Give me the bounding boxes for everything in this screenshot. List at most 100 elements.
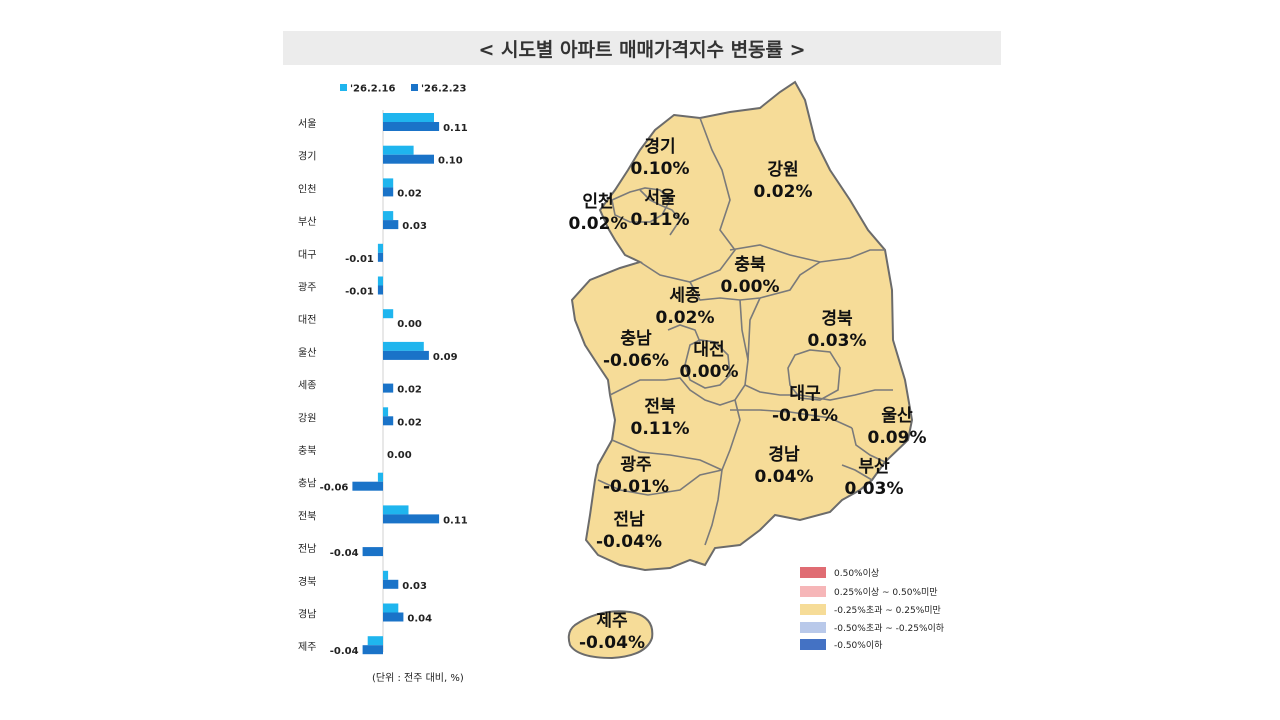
region-name: 경기 (644, 137, 675, 157)
category-label: 경기 (298, 150, 316, 163)
region-name: 광주 (620, 455, 652, 475)
legend-item: -0.50%초과 ~ -0.25%이하 (800, 621, 945, 634)
legend-swatch (800, 566, 826, 578)
region-value: 0.02% (656, 308, 715, 328)
chart-title: < 시도별 아파트 매매가격지수 변동률 > (283, 31, 1001, 65)
bar (383, 211, 394, 221)
category-label: 경북 (298, 575, 316, 588)
region-value: 0.10% (631, 159, 690, 179)
legend-label: -0.50%이하 (834, 640, 883, 651)
category-label: 전남 (298, 543, 316, 555)
region-borders (597, 117, 893, 546)
bar (383, 603, 399, 613)
data-label: 0.10 (438, 156, 463, 167)
region-name: 강원 (767, 160, 798, 180)
map-region-label: 대구-0.01% (772, 384, 838, 426)
category-label: 인천 (298, 183, 316, 195)
region-name: 경남 (768, 445, 800, 465)
category-label: 충남 (298, 478, 316, 490)
region-name: 서울 (644, 188, 676, 208)
bar (383, 383, 394, 393)
region-value: 0.00% (680, 362, 739, 382)
map-region-label: 광주-0.01% (603, 455, 669, 497)
map-region-label: 충남-0.06% (603, 329, 669, 371)
map-region-label: 강원0.02% (754, 160, 813, 202)
data-label: 0.04 (407, 614, 432, 625)
data-label: 0.02 (397, 417, 422, 428)
region-value: -0.04% (596, 532, 662, 552)
map-shapes (567, 80, 914, 660)
data-label: 0.02 (397, 188, 422, 199)
legend-swatch (800, 585, 826, 597)
bar (383, 416, 394, 426)
data-label: -0.04 (330, 548, 359, 559)
legend-label: 0.50%이상 (834, 568, 880, 579)
map-region-label: 충북0.00% (721, 255, 780, 297)
bar (383, 113, 434, 122)
legend-label: -0.50%초과 ~ -0.25%이하 (834, 623, 945, 634)
region-name: 대전 (693, 340, 724, 360)
map-region-label: 경기0.10% (631, 137, 690, 179)
data-label: -0.04 (330, 646, 359, 657)
region-name: 경북 (821, 309, 853, 329)
category-label: 부산 (298, 216, 316, 228)
data-label: 0.00 (387, 450, 412, 461)
category-label: 충북 (298, 445, 316, 457)
bar (362, 645, 383, 655)
map-region-label: 대전0.00% (680, 340, 739, 382)
legend-swatch (411, 84, 418, 91)
region-value: 0.02% (569, 214, 628, 234)
bar (383, 341, 424, 351)
data-label: 0.03 (402, 221, 427, 232)
region-name: 전북 (644, 397, 676, 417)
data-label: 0.11 (443, 123, 468, 134)
bar (377, 472, 383, 482)
bar (383, 579, 399, 589)
region-value: 0.11% (631, 210, 690, 230)
bar (383, 407, 389, 417)
region-name: 전남 (613, 510, 645, 530)
data-label: 0.03 (402, 581, 427, 592)
legend-label: '26.2.16 (350, 84, 395, 95)
region-value: 0.04% (755, 467, 814, 487)
map-region-label: 전북0.11% (631, 397, 690, 439)
category-label: 광주 (298, 282, 316, 294)
data-label: 0.02 (397, 385, 422, 396)
bar (367, 636, 383, 646)
map-region-label: 부산0.03% (845, 457, 904, 499)
data-label: -0.01 (345, 287, 374, 298)
map-region-label: 울산0.09% (868, 406, 927, 448)
bar (377, 252, 383, 262)
data-label: 0.11 (443, 515, 468, 526)
map-region-label: 제주-0.04% (579, 611, 645, 653)
region-value: -0.01% (772, 406, 838, 426)
category-label: 경남 (298, 608, 316, 621)
legend-swatch (800, 603, 826, 615)
legend-label: -0.25%초과 ~ 0.25%미만 (834, 605, 941, 616)
region-value: -0.01% (603, 477, 669, 497)
bar (377, 285, 383, 295)
bar (383, 612, 404, 622)
region-value: 0.00% (721, 277, 780, 297)
bar (377, 243, 383, 253)
region-name: 충남 (620, 329, 652, 349)
bar (383, 514, 440, 524)
region-name: 울산 (881, 406, 913, 426)
region-value: 0.02% (754, 182, 813, 202)
legend-item: -0.50%이하 (800, 638, 883, 651)
region-value: 0.03% (845, 479, 904, 499)
bar (383, 350, 429, 360)
legend-swatch (800, 638, 826, 650)
legend-item: 0.25%이상 ~ 0.50%미만 (800, 585, 938, 598)
legend-swatch (340, 84, 347, 91)
category-label: 제주 (298, 641, 316, 653)
map-region-label: 세종0.02% (656, 286, 715, 328)
jeju-shape (567, 610, 654, 660)
category-label: 전북 (298, 510, 316, 522)
bar (383, 309, 394, 319)
bar (377, 276, 383, 286)
map-region-label: 경남0.04% (755, 445, 814, 487)
region-name: 인천 (582, 192, 613, 212)
map-region-label: 경북0.03% (808, 309, 867, 351)
